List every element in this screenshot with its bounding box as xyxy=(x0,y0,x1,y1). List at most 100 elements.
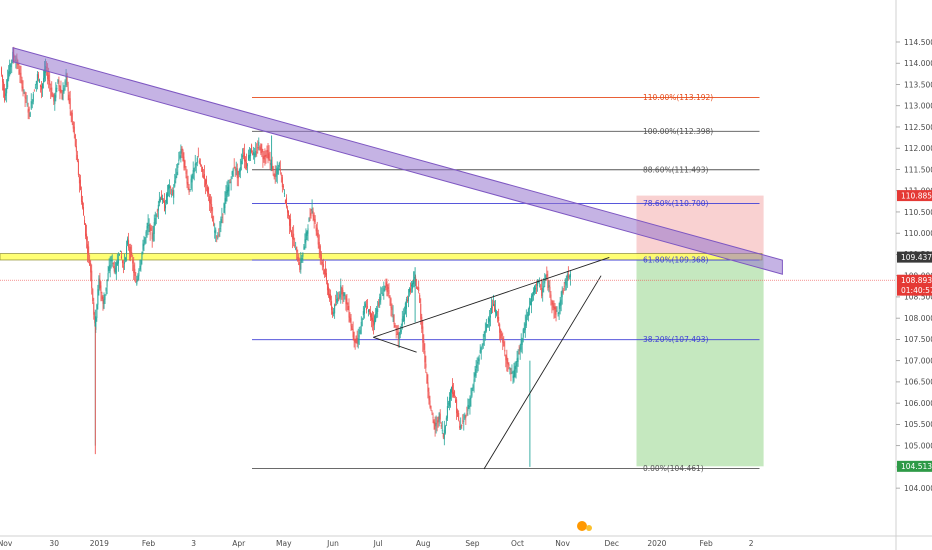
fib-level-label: 61.80%(109.368) xyxy=(643,256,709,265)
candle-body xyxy=(484,330,486,333)
candle-body xyxy=(83,207,85,215)
price-tick-label: 108.000 xyxy=(904,314,932,323)
price-tick-label: 106.000 xyxy=(904,399,932,408)
fib-level-label: 88.60%(111.493) xyxy=(643,165,709,174)
candle-body xyxy=(310,212,312,216)
candle-body xyxy=(483,331,485,337)
candle-body xyxy=(160,195,162,200)
candle-body xyxy=(411,284,413,287)
candle-body xyxy=(277,167,279,174)
candle-body xyxy=(146,226,148,232)
candle-body xyxy=(72,122,74,129)
wedge-trendline[interactable] xyxy=(373,256,610,338)
trend-channel-band[interactable] xyxy=(12,47,783,275)
candle-body xyxy=(29,112,31,117)
candle-body xyxy=(280,175,282,177)
candle-body xyxy=(342,289,344,297)
candle-body xyxy=(487,317,489,323)
candle-body xyxy=(321,261,323,265)
candle-body xyxy=(495,308,497,314)
candle-body xyxy=(6,87,8,94)
candle-body xyxy=(380,293,382,301)
candle-body xyxy=(209,196,211,203)
candle-body xyxy=(473,379,475,384)
candle-body xyxy=(21,79,23,89)
candle-body xyxy=(202,175,204,178)
take-profit-zone[interactable] xyxy=(636,257,764,467)
candle-body xyxy=(167,192,169,198)
candle-body xyxy=(345,295,347,305)
position-tool[interactable] xyxy=(636,195,764,467)
candle-body xyxy=(52,95,54,98)
time-tick-label: Nov xyxy=(0,539,13,548)
candle-body xyxy=(106,279,108,287)
candle-body xyxy=(564,279,566,284)
candle-body xyxy=(156,210,158,212)
candle-body xyxy=(443,429,445,440)
candle-body xyxy=(25,97,27,99)
candle-body xyxy=(559,301,561,309)
candle-body xyxy=(373,320,375,326)
candle-body xyxy=(306,231,308,236)
candle-body xyxy=(268,153,270,159)
price-tick-label: 104.000 xyxy=(904,484,932,493)
candle-body xyxy=(269,159,271,161)
trend-channel[interactable] xyxy=(12,47,783,275)
candle-body xyxy=(199,163,201,166)
candle-body xyxy=(557,313,559,315)
fibonacci-retracement[interactable]: 110.00%(113.192) 100.00%(112.398) 88.60%(1… xyxy=(252,93,760,473)
price-tick-label: 110.000 xyxy=(904,229,932,238)
candle-body xyxy=(201,166,203,172)
fib-level-label: 38.20%(107.493) xyxy=(643,335,709,344)
candle-body xyxy=(175,175,177,180)
wedge-lines[interactable] xyxy=(373,256,610,470)
candle-body xyxy=(535,287,537,290)
candle-body xyxy=(317,232,319,245)
candle-body xyxy=(500,329,502,339)
candle-body xyxy=(364,303,366,308)
price-axis[interactable]: 114.500 114.000 113.500 113.000 112.500 112.0… xyxy=(895,0,932,550)
candle-body xyxy=(270,162,272,166)
candle-body xyxy=(482,343,484,345)
candle-body xyxy=(534,285,536,293)
candle-body xyxy=(4,88,6,101)
candle-body xyxy=(390,298,392,309)
candle-body xyxy=(32,94,34,102)
candle-body xyxy=(68,94,70,103)
candle-body xyxy=(513,369,515,381)
candle-body xyxy=(435,422,437,427)
candle-body xyxy=(382,293,384,296)
candle-body xyxy=(339,294,341,298)
candle-body xyxy=(358,335,360,337)
time-tick-label: Dec xyxy=(605,539,620,548)
candle-body xyxy=(70,111,72,116)
candle-body xyxy=(214,230,216,233)
candle-body xyxy=(252,153,254,155)
candle-body xyxy=(375,313,377,322)
candle-body xyxy=(477,361,479,364)
candle-body xyxy=(130,246,132,259)
candle-body xyxy=(231,171,233,175)
candle-body xyxy=(351,326,353,331)
candle-body xyxy=(464,415,466,419)
candle-body xyxy=(227,186,229,195)
wedge-trendline[interactable] xyxy=(483,275,602,470)
candle-body xyxy=(455,399,457,403)
candle-body xyxy=(511,372,513,373)
candle-body xyxy=(560,299,562,306)
candle-body xyxy=(448,397,450,406)
candle-body xyxy=(33,90,35,92)
candle-body xyxy=(108,267,110,272)
candle-body xyxy=(414,276,416,279)
candle-body xyxy=(187,182,189,186)
wedge-trendline[interactable] xyxy=(373,336,417,353)
price-tick-label: 112.000 xyxy=(904,144,932,153)
candle-body xyxy=(468,405,470,408)
candle-body xyxy=(488,318,490,322)
candle-body xyxy=(133,264,135,274)
candle-body xyxy=(11,60,13,65)
time-axis[interactable]: Nov 30 2019 Feb 3 Apr May Jun Jul Aug Sep Oct Nov Dec… xyxy=(0,535,932,548)
candle-body xyxy=(154,218,156,225)
candle-body xyxy=(444,426,446,434)
